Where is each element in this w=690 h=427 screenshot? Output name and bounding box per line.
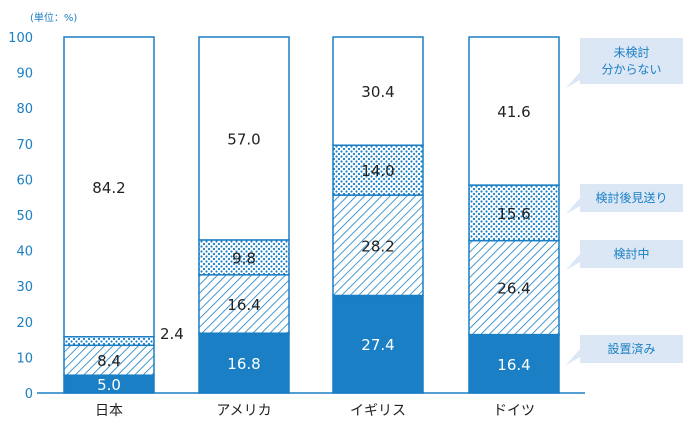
- bar-segment: [63, 36, 155, 338]
- bar-group: 27.4 28.2 14.0 30.4: [332, 36, 424, 394]
- bar-segment: [63, 344, 155, 376]
- data-label: 16.8: [227, 355, 260, 373]
- category-label: アメリカ: [216, 403, 271, 419]
- bar-segment: [332, 36, 424, 146]
- data-label: 30.4: [361, 83, 394, 101]
- y-tick-label: 60: [16, 173, 33, 188]
- data-label: 41.6: [497, 103, 530, 121]
- legend-item: 検討後見送り: [566, 184, 683, 214]
- bar-segment: [332, 144, 424, 196]
- data-label: 15.6: [497, 205, 530, 223]
- y-tick-label: 50: [16, 209, 33, 224]
- data-label: 2.4: [160, 325, 184, 343]
- data-label: 16.4: [227, 296, 260, 314]
- x-axis: 日本 アメリカ イギリス ドイツ: [37, 392, 585, 419]
- bar-segment: [63, 336, 155, 347]
- data-label: 16.4: [497, 356, 530, 374]
- data-label: 26.4: [497, 280, 530, 298]
- legend-label: 設置済み: [607, 341, 655, 356]
- y-tick-label: 80: [16, 102, 33, 117]
- bar-group: 5.0 8.4 2.4 84.2: [63, 36, 184, 394]
- category-label: ドイツ: [493, 403, 535, 419]
- bar-group: 16.4 26.4 15.6 41.6: [468, 36, 560, 394]
- y-tick-label: 70: [16, 138, 33, 153]
- y-tick-label: 40: [16, 245, 33, 260]
- legend-callout: [566, 38, 683, 88]
- y-tick-label: 90: [16, 67, 33, 82]
- bar-segment: [198, 274, 290, 334]
- data-label: 28.2: [361, 237, 394, 255]
- y-tick-label: 0: [25, 387, 33, 402]
- data-label: 9.8: [232, 249, 256, 267]
- bars: 5.0 8.4 2.4 84.2 16.8 16.4 9.8 57.0 27.4 28.2 14.0…: [63, 36, 560, 394]
- legend-callout: [566, 184, 683, 214]
- legend-label: 検討中: [613, 246, 649, 261]
- bar-segment: [332, 194, 424, 297]
- legend-item: 検討中: [566, 240, 683, 270]
- unit-label: (単位：%): [30, 11, 77, 24]
- bar-segment: [468, 239, 560, 336]
- y-tick-label: 30: [16, 280, 33, 295]
- category-label: イギリス: [350, 403, 406, 419]
- y-tick-label: 100: [8, 31, 33, 46]
- legend-item: 未検討分からない: [566, 38, 683, 88]
- legend-label: 未検討分からない: [601, 45, 661, 77]
- legend-label: 検討後見送り: [595, 190, 667, 205]
- y-tick-label: 20: [16, 316, 33, 331]
- data-label: 8.4: [97, 352, 121, 370]
- data-label: 57.0: [227, 130, 260, 148]
- bar-segment: [468, 36, 560, 186]
- bar-segment: [468, 184, 560, 242]
- bar-segment: [332, 294, 424, 394]
- data-label: 27.4: [361, 336, 394, 354]
- bar-group: 16.8 16.4 9.8 57.0: [198, 36, 290, 394]
- data-label: 84.2: [92, 179, 125, 197]
- legend-callout: [566, 335, 683, 365]
- legend-item: 設置済み: [566, 335, 683, 365]
- data-label: 5.0: [97, 376, 121, 394]
- bar-segment: [198, 36, 290, 241]
- legend-callout: [566, 240, 683, 270]
- data-label: 14.0: [361, 162, 394, 180]
- category-label: 日本: [95, 403, 123, 419]
- bar-segment: [198, 332, 290, 394]
- y-axis: 0 10 20 30 40 50 60 70 80 90 100: [8, 31, 33, 402]
- y-tick-label: 10: [16, 351, 33, 366]
